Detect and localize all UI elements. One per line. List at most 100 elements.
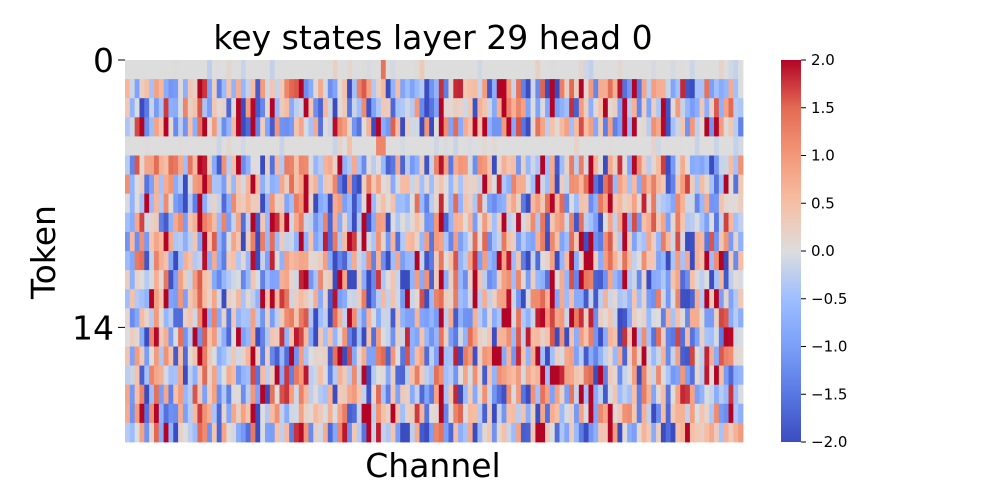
heatmap-cell: [714, 231, 720, 252]
heatmap-cell: [245, 193, 251, 214]
heatmap-cell: [477, 231, 483, 252]
heatmap-cell: [738, 422, 744, 443]
heatmap-cell: [274, 251, 280, 271]
heatmap-cell: [144, 403, 150, 424]
heatmap-cell: [675, 365, 681, 386]
heatmap-cell: [231, 308, 237, 328]
heatmap-cell: [578, 308, 585, 328]
heatmap-cell: [728, 231, 734, 252]
heatmap-cell: [322, 212, 329, 233]
heatmap-cell: [535, 136, 541, 156]
heatmap-cell: [718, 212, 725, 233]
heatmap-cell: [689, 422, 696, 443]
heatmap-cell: [231, 251, 237, 271]
heatmap-cell: [631, 155, 638, 175]
heatmap-cell: [260, 193, 266, 214]
heatmap-cell: [670, 422, 676, 443]
heatmap-cell: [221, 212, 227, 233]
heatmap-cell: [549, 403, 556, 424]
heatmap-cell: [168, 308, 174, 328]
heatmap-cell: [477, 193, 483, 214]
heatmap-cell: [250, 422, 256, 443]
heatmap-cell: [221, 384, 227, 405]
heatmap-cell: [506, 193, 512, 214]
heatmap-cell: [144, 174, 150, 195]
heatmap-cell: [149, 403, 155, 424]
heatmap-cell: [298, 155, 305, 175]
heatmap-cell: [269, 212, 276, 233]
heatmap-cell: [506, 136, 512, 156]
heatmap-cell: [366, 174, 372, 195]
heatmap-cell: [569, 308, 575, 328]
heatmap-cell: [265, 174, 271, 195]
heatmap-cell: [371, 98, 377, 118]
heatmap-cell: [414, 155, 420, 175]
heatmap-cell: [458, 174, 464, 195]
heatmap-cell: [680, 403, 686, 424]
heatmap-cell: [641, 136, 647, 156]
heatmap-cell: [361, 79, 367, 99]
heatmap-cell: [612, 384, 618, 405]
heatmap-cell: [303, 231, 309, 252]
heatmap-cell: [598, 270, 604, 290]
heatmap-cell: [409, 231, 416, 252]
heatmap-cell: [501, 136, 507, 156]
heatmap-cell: [385, 327, 391, 347]
heatmap-cell: [675, 174, 681, 195]
heatmap-cell: [361, 231, 367, 252]
heatmap-cell: [496, 289, 502, 309]
heatmap-cell: [607, 155, 614, 175]
heatmap-cell: [395, 79, 401, 99]
heatmap-cell: [236, 193, 242, 214]
heatmap-cell: [351, 365, 358, 386]
heatmap-cell: [313, 251, 319, 271]
heatmap-cell: [240, 231, 247, 252]
heatmap-cell: [284, 231, 290, 252]
heatmap-cell: [699, 270, 705, 290]
heatmap-cell: [187, 365, 193, 386]
heatmap-cell: [337, 174, 343, 195]
heatmap-cell: [714, 60, 720, 80]
heatmap-cell: [540, 308, 546, 328]
heatmap-cell: [472, 308, 478, 328]
heatmap-cell: [405, 270, 411, 290]
heatmap-cell: [651, 60, 657, 80]
heatmap-cell: [733, 308, 739, 328]
heatmap-cell: [192, 346, 198, 366]
heatmap-cell: [125, 155, 131, 175]
heatmap-cell: [134, 155, 140, 175]
heatmap-cell: [366, 155, 372, 175]
heatmap-cell: [390, 136, 396, 156]
heatmap-cell: [714, 212, 720, 233]
heatmap-cell: [168, 327, 174, 347]
heatmap-cell: [371, 327, 377, 347]
heatmap-cell: [641, 308, 647, 328]
heatmap-cell: [342, 174, 348, 195]
heatmap-cell: [202, 231, 208, 252]
heatmap-cell: [153, 117, 160, 137]
heatmap-cell: [564, 212, 570, 233]
heatmap-cell: [216, 403, 222, 424]
heatmap-cell: [554, 60, 560, 80]
heatmap-cell: [419, 346, 425, 366]
heatmap-cell: [689, 231, 696, 252]
heatmap-cell: [182, 270, 189, 290]
heatmap-cell: [318, 136, 324, 156]
heatmap-cell: [525, 308, 531, 328]
heatmap-cell: [250, 155, 256, 175]
heatmap-cell: [293, 231, 300, 252]
heatmap-cell: [211, 403, 218, 424]
heatmap-cell: [549, 289, 556, 309]
heatmap-cell: [641, 403, 647, 424]
heatmap-cell: [699, 231, 705, 252]
heatmap-cell: [303, 212, 309, 233]
heatmap-cell: [443, 60, 449, 80]
heatmap-cell: [583, 422, 589, 443]
heatmap-cell: [274, 231, 280, 252]
heatmap-cell: [298, 327, 305, 347]
heatmap-cell: [390, 365, 396, 386]
heatmap-cell: [602, 174, 609, 195]
heatmap-cell: [593, 308, 599, 328]
heatmap-cell: [448, 403, 454, 424]
heatmap-cell: [636, 174, 643, 195]
